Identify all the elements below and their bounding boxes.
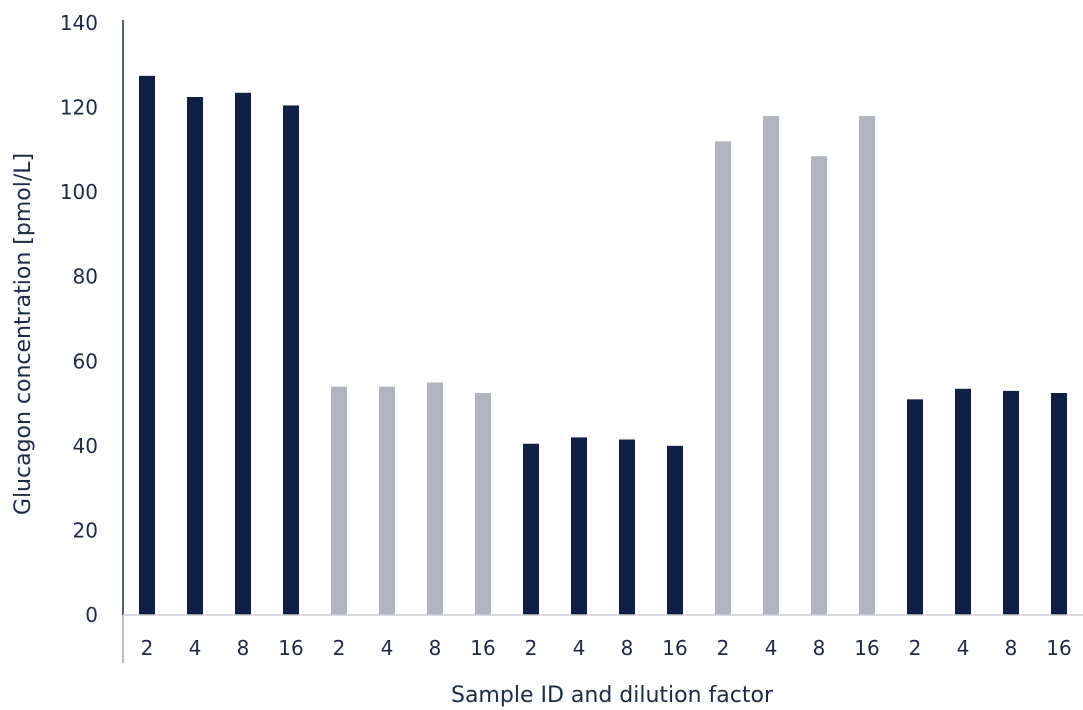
x-tick-label: 8 bbox=[813, 636, 826, 660]
x-tick-label: 16 bbox=[854, 636, 879, 660]
bar bbox=[1051, 393, 1067, 615]
x-tick-label: 2 bbox=[141, 636, 154, 660]
x-tick-label: 4 bbox=[573, 636, 586, 660]
bar bbox=[475, 393, 491, 615]
bar bbox=[427, 382, 443, 615]
bar bbox=[619, 439, 635, 615]
y-axis-title: Glucagon concentration [pmol/L] bbox=[11, 153, 36, 515]
x-tick-label: 8 bbox=[1005, 636, 1018, 660]
y-tick-label: 0 bbox=[85, 603, 98, 627]
x-tick-label: 2 bbox=[717, 636, 730, 660]
x-tick-label: 2 bbox=[525, 636, 538, 660]
x-tick-label: 8 bbox=[621, 636, 634, 660]
x-tick-label: 4 bbox=[189, 636, 202, 660]
x-tick-label: 4 bbox=[765, 636, 778, 660]
x-tick-label: 4 bbox=[957, 636, 970, 660]
x-tick-label: 8 bbox=[429, 636, 442, 660]
bar bbox=[907, 399, 923, 615]
x-tick-label: 16 bbox=[1046, 636, 1071, 660]
x-axis-ticks: 2 4 8 16 2 4 8 16 2 4 8 16 2 4 8 16 2 4 8 16 bbox=[141, 636, 1072, 660]
x-tick-label: 4 bbox=[381, 636, 394, 660]
y-tick-label: 20 bbox=[73, 518, 98, 542]
bar bbox=[667, 445, 683, 615]
bar bbox=[139, 75, 155, 616]
bar bbox=[523, 443, 539, 615]
bar bbox=[331, 386, 347, 615]
bar bbox=[571, 437, 587, 615]
y-axis-ticks: 0 20 40 60 80 100 120 140 bbox=[60, 11, 98, 627]
bar bbox=[187, 97, 203, 615]
x-tick-label: 16 bbox=[662, 636, 687, 660]
x-tick-label: 16 bbox=[278, 636, 303, 660]
y-tick-label: 120 bbox=[60, 96, 98, 120]
bar bbox=[811, 156, 827, 615]
x-axis-title: Sample ID and dilution factor bbox=[451, 683, 774, 708]
y-tick-label: 140 bbox=[60, 11, 98, 35]
y-tick-label: 100 bbox=[60, 180, 98, 204]
bar bbox=[859, 116, 875, 616]
bar bbox=[955, 388, 971, 615]
bar bbox=[763, 116, 779, 616]
bar bbox=[1003, 390, 1019, 615]
x-tick-label: 16 bbox=[470, 636, 495, 660]
y-tick-label: 40 bbox=[73, 434, 98, 458]
bar bbox=[283, 105, 299, 615]
y-tick-label: 60 bbox=[73, 349, 98, 373]
x-tick-label: 2 bbox=[333, 636, 346, 660]
bars bbox=[139, 75, 1067, 616]
x-tick-label: 8 bbox=[237, 636, 250, 660]
bar bbox=[715, 141, 731, 615]
bar bbox=[235, 92, 251, 616]
y-tick-label: 80 bbox=[73, 265, 98, 289]
x-tick-label: 2 bbox=[909, 636, 922, 660]
bar bbox=[379, 386, 395, 615]
